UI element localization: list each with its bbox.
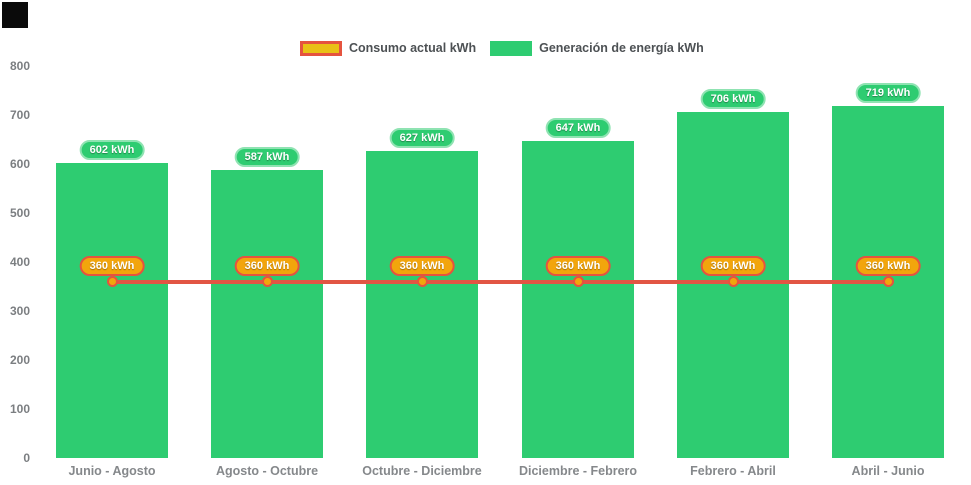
legend-label-consumption: Consumo actual kWh <box>349 41 477 55</box>
generation-bar[interactable] <box>522 140 634 458</box>
generation-value-badge: 719 kWh <box>855 82 921 103</box>
generation-value-badge: 647 kWh <box>545 117 611 138</box>
generation-bar[interactable] <box>56 163 168 458</box>
consumption-point-marker[interactable] <box>882 276 894 287</box>
consumption-point-marker[interactable] <box>261 276 273 287</box>
y-tick-label: 600 <box>9 157 30 171</box>
x-category-label: Agosto - Octubre <box>215 464 319 478</box>
generation-bar[interactable] <box>366 150 478 458</box>
y-tick-label: 800 <box>9 59 30 73</box>
consumption-value-badge: 360 kWh <box>79 256 145 276</box>
consumption-point-marker[interactable] <box>106 276 118 287</box>
y-tick-label: 400 <box>9 255 30 269</box>
chart-legend: Consumo actual kWh Generación de energía… <box>300 40 704 56</box>
x-category-label: Diciembre - Febrero <box>518 464 638 478</box>
x-category-label: Octubre - Diciembre <box>362 464 482 478</box>
consumption-value-badge: 360 kWh <box>700 256 766 276</box>
legend-item-generation[interactable]: Generación de energía kWh <box>490 40 704 56</box>
generation-value-badge: 706 kWh <box>700 89 766 110</box>
y-tick-label: 500 <box>9 206 30 220</box>
y-tick-label: 100 <box>9 402 30 416</box>
consumption-point-marker[interactable] <box>727 276 739 287</box>
generation-value-badge: 627 kWh <box>389 127 455 148</box>
consumption-line-swatch-icon <box>300 40 342 56</box>
legend-label-generation: Generación de energía kWh <box>539 41 704 55</box>
consumption-value-badge: 360 kWh <box>389 256 455 276</box>
consumption-point-marker[interactable] <box>416 276 428 287</box>
y-tick-label: 0 <box>23 451 30 465</box>
consumption-point-marker[interactable] <box>572 276 584 287</box>
legend-item-consumption[interactable]: Consumo actual kWh <box>300 40 477 56</box>
y-tick-label: 700 <box>9 108 30 122</box>
generation-bar-swatch-icon <box>490 40 533 56</box>
y-tick-label: 300 <box>9 304 30 318</box>
consumption-value-badge: 360 kWh <box>545 256 611 276</box>
x-category-label: Febrero - Abril <box>690 464 776 478</box>
consumption-line[interactable] <box>112 279 888 284</box>
generation-value-badge: 602 kWh <box>79 140 145 161</box>
generation-bar[interactable] <box>211 170 323 458</box>
x-category-label: Abril - Junio <box>851 464 925 478</box>
top-left-black-square <box>2 2 28 28</box>
consumption-value-badge: 360 kWh <box>234 256 300 276</box>
consumption-value-badge: 360 kWh <box>855 256 921 276</box>
x-category-label: Junio - Agosto <box>68 464 156 478</box>
y-tick-label: 200 <box>9 353 30 367</box>
generation-value-badge: 587 kWh <box>234 147 300 168</box>
